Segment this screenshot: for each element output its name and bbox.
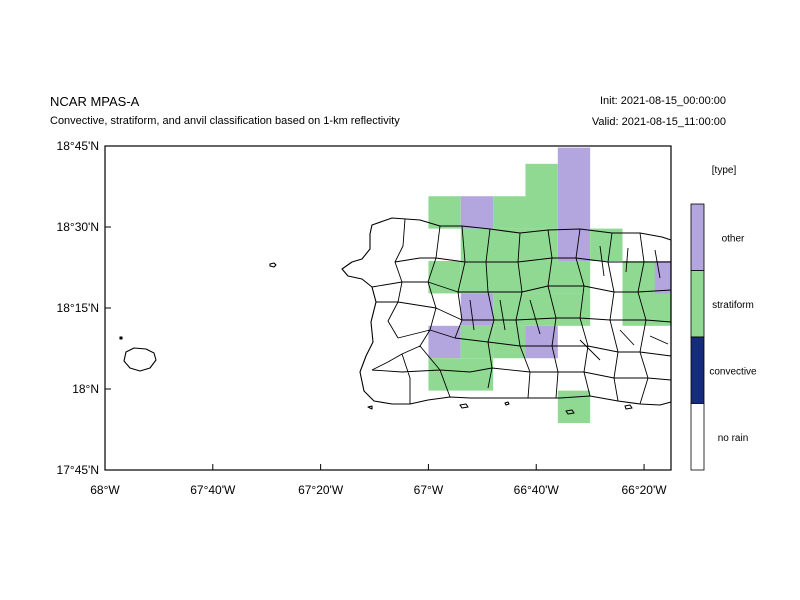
precip-cell-other	[654, 261, 671, 294]
precip-cell-other	[460, 293, 494, 326]
puerto-rico-coastline	[341, 217, 672, 406]
monito-island	[119, 336, 123, 340]
x-tick-label: 67°W	[414, 483, 444, 497]
x-tick-label: 67°40'W	[190, 483, 236, 497]
x-tick-label: 66°20'W	[621, 483, 667, 497]
x-tick-label: 68°W	[90, 483, 120, 497]
init-time-label: Init: 2021-08-15_00:00:00	[600, 95, 726, 107]
map-title: NCAR MPAS-A	[50, 94, 140, 109]
legend-labels: other stratiform convective no rain	[709, 233, 757, 444]
legend-label-convective: convective	[709, 366, 757, 377]
municipal-borders	[371, 218, 672, 405]
y-tick-label: 18°45'N	[57, 139, 99, 153]
precip-cell-stratiform	[428, 358, 494, 391]
legend-title: [type]	[712, 165, 737, 176]
coastline-and-borders	[119, 217, 672, 415]
map-subtitle: Convective, stratiform, and anvil classi…	[50, 115, 400, 127]
precip-cell-stratiform	[428, 261, 461, 294]
y-axis-ticks: 17°45'N 18°N 18°15'N 18°30'N 18°45'N	[57, 139, 111, 477]
legend-swatch-no-rain	[690, 403, 705, 471]
precip-cell-stratiform	[493, 325, 526, 359]
precip-cell-stratiform	[493, 196, 526, 229]
y-tick-label: 18°15'N	[57, 301, 99, 315]
x-tick-label: 66°40'W	[514, 483, 560, 497]
y-tick-label: 18°N	[72, 382, 99, 396]
desecheo-island	[269, 262, 277, 268]
legend-label-stratiform: stratiform	[712, 300, 754, 311]
legend-label-other: other	[722, 233, 745, 244]
y-tick-label: 17°45'N	[57, 463, 99, 477]
south-islets	[367, 401, 633, 415]
x-axis-ticks: 68°W 67°40'W 67°20'W 67°W 66°40'W 66°20'W	[90, 464, 667, 497]
x-tick-label: 67°20'W	[298, 483, 344, 497]
precip-cell-stratiform	[590, 228, 623, 262]
legend-colorbar	[690, 203, 705, 471]
legend-swatch-stratiform	[690, 270, 705, 338]
legend-label-no-rain: no rain	[718, 433, 749, 444]
precip-cell-stratiform	[460, 228, 558, 262]
precip-cell-other	[557, 147, 591, 262]
legend-swatch-other	[690, 203, 705, 271]
precip-cell-stratiform	[460, 261, 591, 294]
legend-swatch-convective	[690, 336, 705, 404]
precip-cell-stratiform	[525, 163, 558, 229]
precip-cell-stratiform	[493, 293, 591, 326]
y-tick-label: 18°30'N	[57, 220, 99, 234]
valid-time-label: Valid: 2021-08-15_11:00:00	[591, 116, 726, 128]
precip-cell-other	[460, 196, 494, 229]
precip-cell-stratiform	[557, 390, 591, 424]
precip-cells	[428, 147, 671, 424]
mona-island-coastline	[123, 347, 157, 372]
precip-cell-stratiform	[428, 196, 461, 229]
